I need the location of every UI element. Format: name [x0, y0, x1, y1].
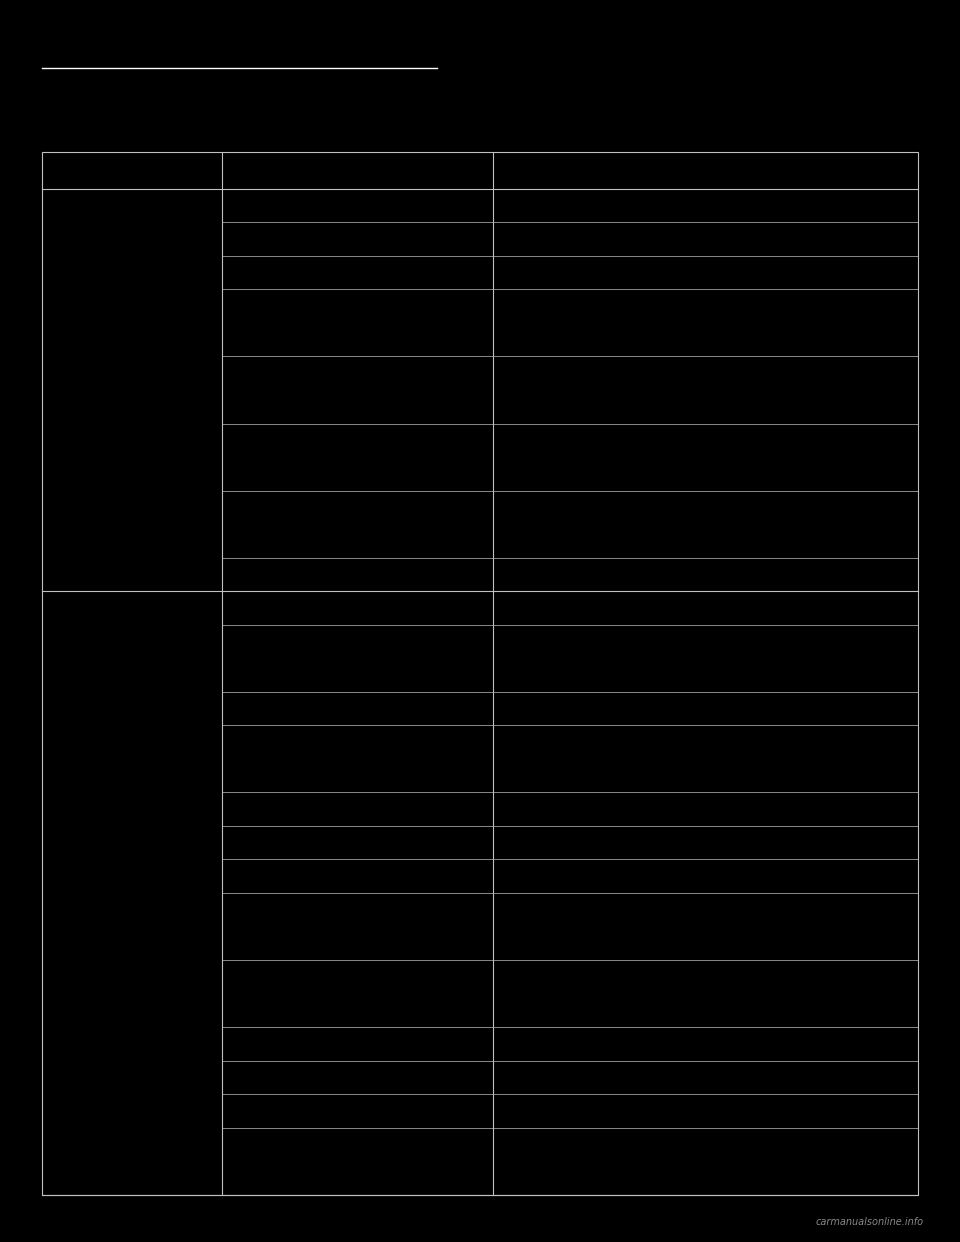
Text: 5. Hydraulic Pressure Too High or
    Too Low.: 5. Hydraulic Pressure Too High or Too Lo… [227, 380, 376, 400]
Text: carmanualsonline.info: carmanualsonline.info [815, 1217, 924, 1227]
Text: CONDITION: CONDITION [99, 165, 165, 175]
Text: 10. Check for Correct Fluid Level
    and Condition.: 10. Check for Correct Fluid Level and Co… [498, 1035, 646, 1053]
Text: 10. Aerated Fluid.: 10. Aerated Fluid. [227, 1040, 307, 1048]
Text: 8. Worn or Faulty Front/Rear Clutch.: 8. Worn or Faulty Front/Rear Clutch. [227, 922, 388, 932]
Text: 2. Disassemble and Inspect Transmission.
    Adjust Clutch Pack Clearance.: 2. Disassemble and Inspect Transmission.… [498, 648, 686, 668]
Text: DELAYED
ENGAGEMENT
(FROM NEUTRAL TO
DRIVE OR REVERSE): DELAYED ENGAGEMENT (FROM NEUTRAL TO DRIV… [82, 873, 182, 913]
Text: 9. Worn or Damaged Reaction Shaft
    Support Seal Rings.: 9. Worn or Damaged Reaction Shaft Suppor… [227, 984, 389, 1004]
Text: 2. Adjust Linkage - Refer to Group 14.: 2. Adjust Linkage - Refer to Group 14. [498, 235, 668, 243]
Text: 1. Fluid Level Low.: 1. Fluid Level Low. [227, 604, 309, 612]
Text: 3. Adjust Linkage/Cable.: 3. Adjust Linkage/Cable. [498, 704, 608, 713]
Text: 9. Disassemble and Inspect Transmission.
    Replace Seal Rings.: 9. Disassemble and Inspect Transmission.… [498, 984, 686, 1004]
Text: 6. Replace Filter.: 6. Replace Filter. [498, 838, 573, 847]
Text: 8. Inspect Valve Body. Repair or Replace.: 8. Inspect Valve Body. Repair or Replace… [498, 570, 683, 579]
Text: 5. Valve Body Malfunction.: 5. Valve Body Malfunction. [227, 805, 347, 814]
Text: 4. Perform Hydraulic Pressure Test.
    Replace Valve Body if Necessary.: 4. Perform Hydraulic Pressure Test. Repl… [498, 749, 659, 769]
Text: 3. Gearshift Linkage/Cable Mis-adjusted.: 3. Gearshift Linkage/Cable Mis-adjusted. [227, 268, 410, 277]
Text: 5. Perform Hydraulic Pressure Test.
    Replace Valve Body if Necessary.: 5. Perform Hydraulic Pressure Test. Repl… [498, 380, 659, 400]
Text: 6. Worn or Faulty Front/Rear Clutch.: 6. Worn or Faulty Front/Rear Clutch. [227, 452, 388, 462]
Text: 4. Hydraulic Pressure Too High or
    Too Low.: 4. Hydraulic Pressure Too High or Too Lo… [227, 749, 376, 769]
Text: 7. Disassemble and Inspect Transmission.
    Recondition Accumulator.: 7. Disassemble and Inspect Transmission.… [498, 514, 686, 534]
Text: 6. Disassemble and Inspect Transmission.
    Recondition Clutch.: 6. Disassemble and Inspect Transmission.… [498, 447, 686, 467]
Text: HARSH
ENGAGEMENT
(FROM NEUTRAL TO
DRIVE OR REVERSE): HARSH ENGAGEMENT (FROM NEUTRAL TO DRIVE … [82, 370, 182, 410]
Bar [42, 152, 918, 1195]
Text: 11. Drain and Refill with Correct Fluid.: 11. Drain and Refill with Correct Fluid. [498, 1073, 671, 1082]
Text: 5. Inspect Valve Body. Repair or Replace.: 5. Inspect Valve Body. Repair or Replace… [498, 805, 683, 814]
Text: 2. Throttle Linkage Mis-adjusted.: 2. Throttle Linkage Mis-adjusted. [227, 235, 375, 243]
Text: 1. Fluid Level Low.: 1. Fluid Level Low. [227, 201, 309, 210]
Text: 4. Clutch Pack Clearance Incorrect.: 4. Clutch Pack Clearance Incorrect. [227, 318, 385, 328]
Text: POSSIBLE CAUSES: POSSIBLE CAUSES [304, 165, 411, 175]
Text: 6. Transmission Filter Clogged.: 6. Transmission Filter Clogged. [227, 838, 365, 847]
Text: 7. Worn or Faulty Accumulator.: 7. Worn or Faulty Accumulator. [227, 519, 366, 529]
Text: 11. Incorrect Fluid.: 11. Incorrect Fluid. [227, 1073, 312, 1082]
Text: 3. Adjust Linkage/Cable.: 3. Adjust Linkage/Cable. [498, 268, 608, 277]
Text: 3. Gearshift Linkage/Cable Mis-adjusted.: 3. Gearshift Linkage/Cable Mis-adjusted. [227, 704, 410, 713]
Text: 8. Valve Body Malfunction.: 8. Valve Body Malfunction. [227, 570, 347, 579]
Text: 1. Add Fluid.: 1. Add Fluid. [498, 201, 555, 210]
Text: 2. Clutch Pack Clearance Incorrect.: 2. Clutch Pack Clearance Incorrect. [227, 653, 385, 663]
Text: 13. Disassemble Valve Body. Clean, Inspect,
    Repair or Replace.: 13. Disassemble Valve Body. Clean, Inspe… [498, 1151, 697, 1171]
Text: 12. Inspect Valve Body. Repair or Replace.: 12. Inspect Valve Body. Repair or Replac… [498, 1107, 688, 1115]
Text: 7. Inspect and Replace Oil Pump.: 7. Inspect and Replace Oil Pump. [498, 872, 648, 881]
Text: 7. Faulty Oil Pump.: 7. Faulty Oil Pump. [227, 872, 312, 881]
Text: 1. Add Fluid.: 1. Add Fluid. [498, 604, 555, 612]
Text: CORRECTION: CORRECTION [667, 165, 743, 175]
Text: 8. Disassemble and Inspect Transmission.
    Recondition Clutch.: 8. Disassemble and Inspect Transmission.… [498, 917, 686, 936]
Text: 4. Disassemble and Inspect Transmission.
    Adjust Clutch Pack Clearance.: 4. Disassemble and Inspect Transmission.… [498, 313, 686, 333]
Text: 13. Solenoid Switch Valve Stuck.: 13. Solenoid Switch Valve Stuck. [227, 1156, 374, 1166]
Text: 12. Valve Body Malfunction.: 12. Valve Body Malfunction. [227, 1107, 352, 1115]
